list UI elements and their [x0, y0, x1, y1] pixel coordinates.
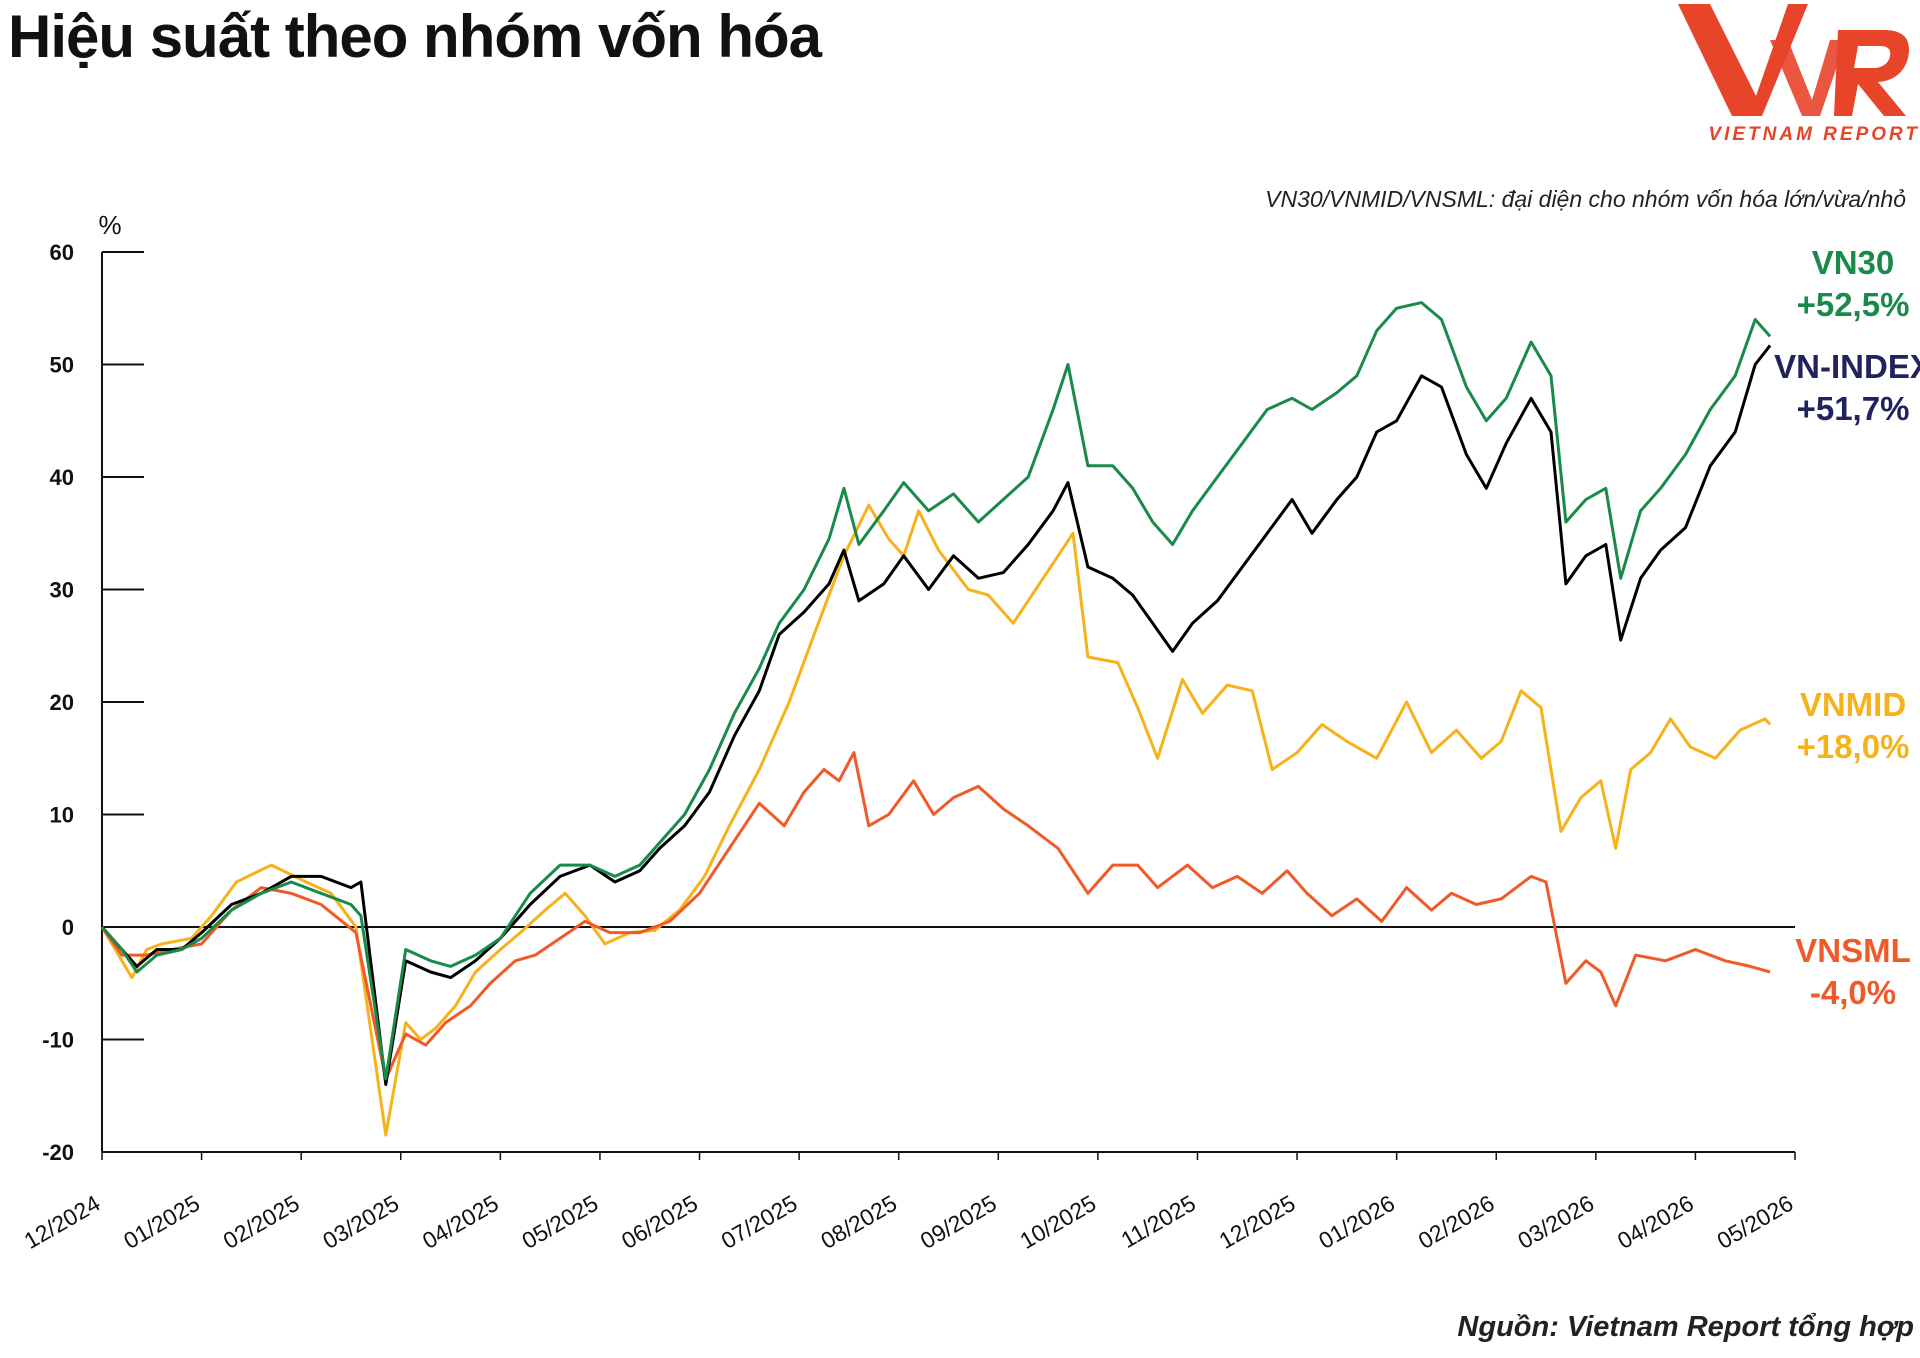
series-layer: [100, 301, 1772, 1137]
series-line-vn30: [100, 301, 1772, 1081]
series-value-vn30: +52,5%: [1797, 286, 1910, 323]
series-labels: VNMID +18,0% VNSML -4,0% VN-INDEX +51,7% VN30 +…: [1774, 244, 1920, 1011]
y-tick-label: -20: [42, 1140, 74, 1165]
logo-tagline: VIETNAM REPORT: [1708, 124, 1920, 145]
x-tick-label: 02/2026: [1414, 1190, 1499, 1254]
series-line-vnmid: [100, 503, 1772, 1137]
x-tick-label: 12/2024: [19, 1190, 104, 1254]
x-tick-label: 01/2025: [119, 1190, 204, 1254]
y-tick-label: 10: [50, 803, 74, 828]
y-tick-label: 50: [50, 353, 74, 378]
y-axis-unit: %: [98, 210, 121, 240]
x-tick-label: 04/2025: [418, 1190, 503, 1254]
y-tick-label: -10: [42, 1028, 74, 1053]
series-value-vnmid: +18,0%: [1797, 728, 1910, 765]
x-tick-label: 07/2025: [717, 1190, 802, 1254]
x-tick-label: 10/2025: [1015, 1190, 1100, 1254]
series-line-vnsml: [100, 751, 1771, 1081]
x-tick-label: 12/2025: [1215, 1190, 1300, 1254]
series-value-vn-index: +51,7%: [1797, 390, 1910, 427]
logo-r-shape: [1834, 30, 1909, 116]
x-tick-label: 03/2025: [318, 1190, 403, 1254]
series-line-vn-index: [100, 344, 1772, 1086]
y-tick-label: 20: [50, 690, 74, 715]
x-tick-label: 05/2025: [517, 1190, 602, 1254]
source-note: Nguồn: Vietnam Report tổng hợp: [1457, 1311, 1914, 1343]
y-tick-label: 30: [50, 578, 74, 603]
series-value-vnsml: -4,0%: [1810, 974, 1896, 1011]
series-label-vn-index: VN-INDEX: [1774, 348, 1920, 385]
series-label-vnsml: VNSML: [1795, 932, 1911, 969]
series-label-vnmid: VNMID: [1800, 686, 1906, 723]
logo-n-shape: [1770, 40, 1846, 116]
series-label-vn30: VN30: [1812, 244, 1895, 281]
logo-v-shape: [1678, 4, 1808, 116]
x-tick-label: 11/2025: [1116, 1190, 1200, 1253]
x-tick-label: 05/2026: [1712, 1190, 1797, 1254]
y-tick-label: 60: [50, 240, 74, 265]
x-tick-label: 06/2025: [617, 1190, 702, 1254]
y-tick-label: 40: [50, 465, 74, 490]
page-title: Hiệu suất theo nhóm vốn hóa: [8, 3, 822, 70]
x-tick-label: 04/2026: [1613, 1190, 1698, 1254]
y-tick-label: 0: [62, 915, 74, 940]
x-tick-label: 09/2025: [916, 1190, 1001, 1254]
vnr-logo: [1678, 4, 1909, 116]
chart-subtitle: VN30/VNMID/VNSML: đại diện cho nhóm vốn …: [1265, 186, 1906, 212]
x-tick-label: 02/2025: [219, 1190, 304, 1254]
x-tick-label: 01/2026: [1314, 1190, 1399, 1254]
x-tick-label: 03/2026: [1513, 1190, 1598, 1254]
x-tick-label: 08/2025: [816, 1190, 901, 1254]
